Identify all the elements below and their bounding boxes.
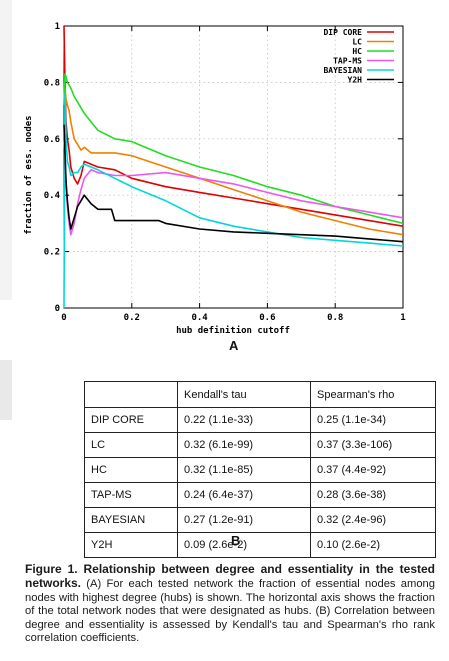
- correlation-value-cell: 0.22 (1.1e-33): [177, 407, 311, 433]
- x-tick-label: 0.6: [259, 313, 275, 323]
- y-tick-label: 0.4: [44, 191, 61, 201]
- table-header-cell: Kendall's tau: [177, 381, 311, 408]
- legend-label: BAYESIAN: [323, 66, 362, 75]
- correlation-value-cell: 0.37 (4.4e-92): [310, 457, 436, 483]
- network-name-cell: TAP-MS: [84, 482, 178, 508]
- legend-label: LC: [352, 38, 362, 47]
- network-name-cell: DIP CORE: [84, 407, 178, 433]
- correlation-table: Kendall's tau Spearman's rho DIP CORE 0.2…: [84, 381, 436, 558]
- page-edge-shade: [0, 0, 12, 300]
- network-name-cell: Y2H: [84, 532, 178, 558]
- correlation-value-cell: 0.09 (2.6e-2): [177, 532, 311, 558]
- y-tick-label: 0.8: [44, 78, 60, 88]
- x-axis-label: hub definition cutoff: [176, 325, 290, 336]
- panel-label-b: B: [231, 533, 241, 548]
- y-tick-label: 1: [55, 22, 60, 32]
- line-chart: 0 0.2 0.4 0.6 0.8 1 0 0.2 0.4 0.6 0.8 1 DIP CORELCH…: [23, 22, 406, 336]
- table-header-row: Kendall's tau Spearman's rho: [84, 381, 436, 408]
- legend-label: TAP-MS: [333, 57, 362, 66]
- y-tick-label: 0.2: [44, 248, 60, 258]
- table-row: TAP-MS 0.24 (6.4e-37) 0.28 (3.6e-38): [84, 482, 436, 508]
- legend-label: HC: [352, 47, 362, 56]
- series-line-lc: [63, 87, 404, 236]
- y-tick-label: 0: [55, 304, 60, 314]
- correlation-value-cell: 0.37 (3.3e-106): [310, 432, 436, 458]
- x-tick-label: 0.8: [327, 313, 343, 323]
- network-name-cell: LC: [84, 432, 178, 458]
- table-row: LC 0.32 (6.1e-99) 0.37 (3.3e-106): [84, 432, 436, 458]
- caption-title: Figure 1. Relationship between degree an…: [25, 562, 435, 591]
- correlation-value-cell: 0.32 (6.1e-99): [177, 432, 311, 458]
- caption-body: (A) For each tested network the fraction…: [25, 578, 435, 645]
- network-name-cell: HC: [84, 457, 178, 483]
- correlation-value-cell: 0.24 (6.4e-37): [177, 482, 311, 508]
- table-header-cell: [84, 381, 178, 408]
- x-tick-label: 0: [61, 313, 66, 323]
- table-row: DIP CORE 0.22 (1.1e-33) 0.25 (1.1e-34): [84, 407, 436, 433]
- legend-label: DIP CORE: [323, 28, 362, 37]
- table-row: BAYESIAN 0.27 (1.2e-91) 0.32 (2.4e-96): [84, 507, 436, 533]
- table-header-cell: Spearman's rho: [310, 381, 436, 408]
- correlation-value-cell: 0.28 (3.6e-38): [310, 482, 436, 508]
- x-tick-label: 0.2: [124, 313, 140, 323]
- series-lines: [63, 25, 404, 309]
- page-edge-shade: [0, 360, 12, 420]
- panel-label-a: A: [229, 338, 239, 353]
- correlation-value-cell: 0.32 (1.1e-85): [177, 457, 311, 483]
- network-name-cell: BAYESIAN: [84, 507, 178, 533]
- correlation-value-cell: 0.27 (1.2e-91): [177, 507, 311, 533]
- figure-caption: Figure 1. Relationship between degree an…: [25, 562, 435, 645]
- correlation-value-cell: 0.32 (2.4e-96): [310, 507, 436, 533]
- grid: [64, 26, 403, 308]
- table-row: HC 0.32 (1.1e-85) 0.37 (4.4e-92): [84, 457, 436, 483]
- series-line-y2h: [63, 124, 404, 243]
- correlation-table-wrap: Kendall's tau Spearman's rho DIP CORE 0.2…: [84, 381, 436, 558]
- table-row: Y2H 0.09 (2.6e-2) 0.10 (2.6e-2): [84, 532, 436, 558]
- x-tick-label: 0.4: [191, 313, 208, 323]
- series-line-hc: [63, 73, 404, 225]
- x-tick-label: 1: [400, 313, 405, 323]
- legend-label: Y2H: [348, 76, 363, 85]
- correlation-value-cell: 0.10 (2.6e-2): [310, 532, 436, 558]
- series-line-bayesian: [63, 92, 404, 309]
- y-axis-label: fraction of ess. nodes: [23, 115, 34, 234]
- y-tick-label: 0.6: [44, 135, 60, 145]
- correlation-value-cell: 0.25 (1.1e-34): [310, 407, 436, 433]
